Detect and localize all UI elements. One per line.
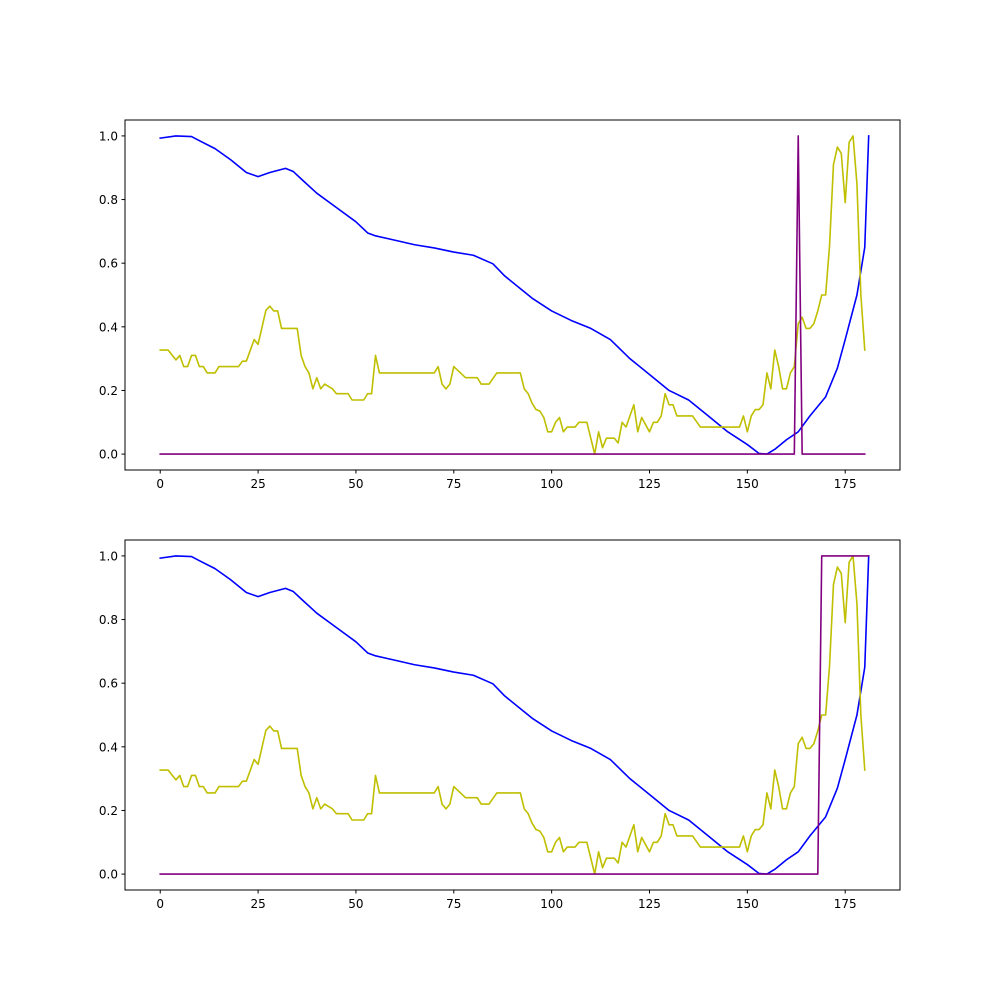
x-tick-label: 175 (834, 477, 857, 491)
y-tick-label: 0.4 (99, 320, 118, 334)
x-tick-label: 75 (446, 477, 461, 491)
series-line-2 (159, 135, 866, 455)
x-tick-label: 150 (736, 897, 759, 911)
y-tick-label: 1.0 (99, 129, 118, 143)
y-tick-label: 0.0 (99, 448, 118, 462)
x-tick-label: 0 (156, 897, 164, 911)
chart-top: 0 25 50 75 100 125 150 175 0.0 0.2 0.4 0.6 0.8 1.0 (99, 119, 901, 491)
y-tick-label: 1.0 (99, 549, 118, 563)
x-tick-label: 125 (638, 477, 661, 491)
axes-frame (124, 119, 901, 471)
series-line-2 (159, 555, 870, 875)
y-tick-label: 0.8 (99, 613, 118, 627)
x-tick-label: 0 (156, 477, 164, 491)
x-tick-label: 150 (736, 477, 759, 491)
x-tick-label: 100 (540, 897, 563, 911)
series-line-0 (159, 135, 870, 455)
x-tick-label: 175 (834, 897, 857, 911)
x-tick-label: 100 (540, 477, 563, 491)
series-line-1 (159, 135, 866, 455)
y-tick-label: 0.8 (99, 193, 118, 207)
x-tick-label: 75 (446, 897, 461, 911)
y-tick-label: 0.2 (99, 804, 118, 818)
x-tick-label: 50 (348, 897, 363, 911)
y-tick-label: 0.0 (99, 868, 118, 882)
x-tick-label: 25 (250, 897, 265, 911)
y-tick-label: 0.6 (99, 677, 118, 691)
series-line-1 (159, 555, 866, 875)
series-line-0 (159, 555, 870, 875)
axes-frame (124, 539, 901, 891)
x-tick-label: 125 (638, 897, 661, 911)
y-tick-label: 0.4 (99, 740, 118, 754)
chart-bottom: 0 25 50 75 100 125 150 175 0.0 0.2 0.4 0.6 0.8 1.0 (99, 539, 901, 911)
x-tick-label: 25 (250, 477, 265, 491)
y-tick-label: 0.6 (99, 257, 118, 271)
y-tick-label: 0.2 (99, 384, 118, 398)
x-tick-label: 50 (348, 477, 363, 491)
